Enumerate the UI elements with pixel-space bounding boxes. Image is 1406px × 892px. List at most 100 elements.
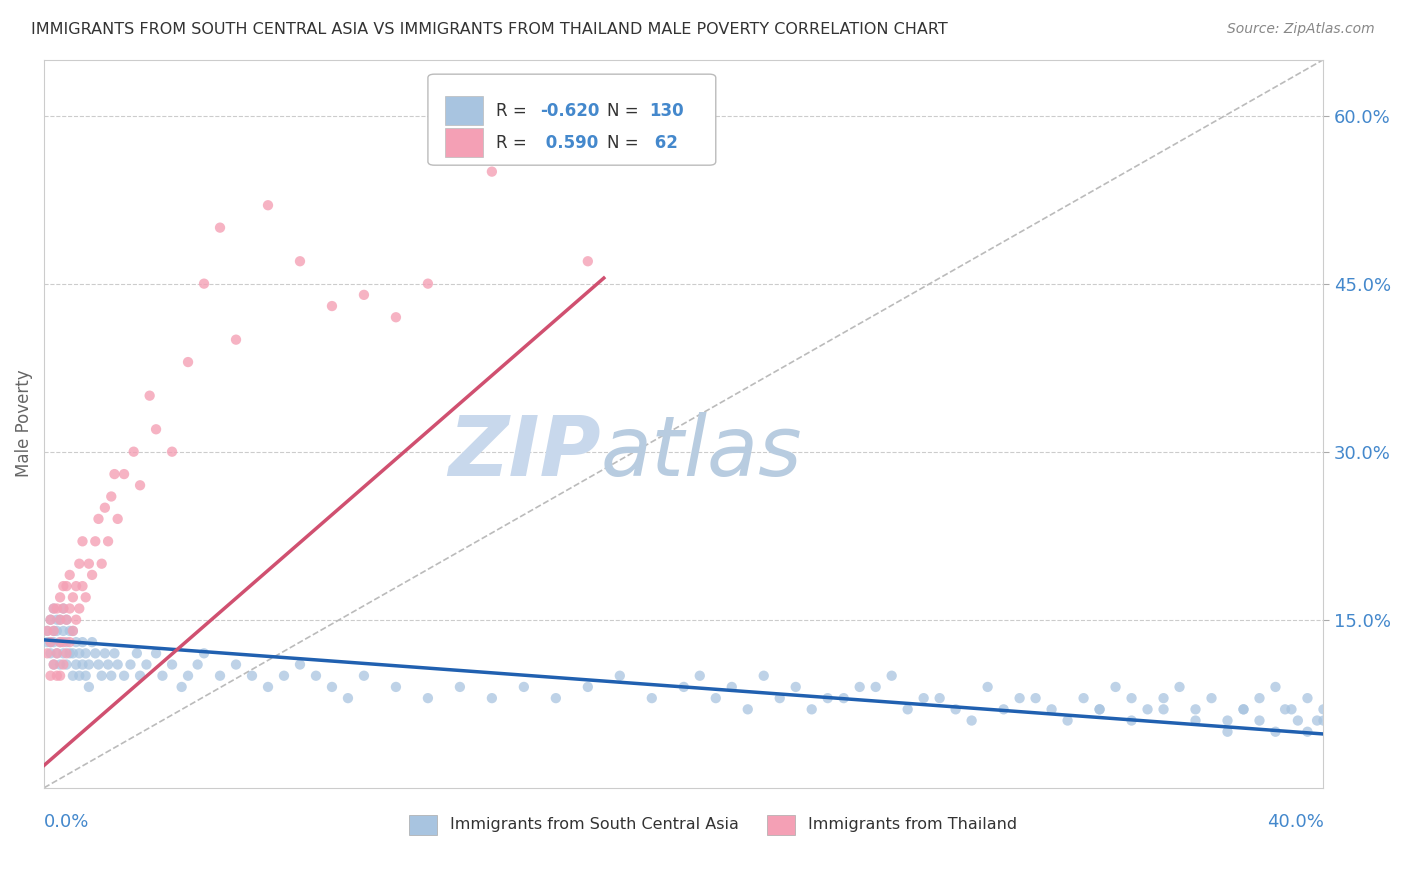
Point [49,657,72,672]
Point [353,669,375,683]
Point [1286,714,1309,728]
Point [103,646,125,660]
Point [928,691,950,706]
Point [37,624,59,638]
Point [67,669,90,683]
Point [1153,691,1175,706]
Text: -0.620: -0.620 [540,102,600,120]
Point [97,657,120,672]
Point [52,657,75,672]
Point [208,220,231,235]
Point [897,702,920,716]
Point [416,277,439,291]
Point [49,635,72,649]
FancyBboxPatch shape [766,814,794,835]
Point [39,635,62,649]
Point [42,624,65,638]
Point [1121,714,1143,728]
Point [1088,702,1111,716]
Point [39,669,62,683]
Point [1296,724,1319,739]
Point [177,355,200,369]
Point [672,680,695,694]
Point [832,691,855,706]
Point [1216,714,1239,728]
Point [800,702,823,716]
Text: R =: R = [496,134,531,152]
Point [112,669,135,683]
Point [100,669,122,683]
Point [39,635,62,649]
Point [52,601,75,615]
Point [177,669,200,683]
Text: 62: 62 [650,134,678,152]
Point [75,646,97,660]
Point [37,646,59,660]
Point [1232,702,1254,716]
Point [385,680,408,694]
Point [125,646,148,660]
Point [641,691,664,706]
FancyBboxPatch shape [409,814,437,835]
Point [90,557,112,571]
Point [52,579,75,593]
Point [1184,702,1206,716]
Point [39,613,62,627]
Point [87,657,110,672]
Point [1249,691,1271,706]
Point [129,478,152,492]
Point [59,568,82,582]
Point [72,657,94,672]
Text: N =: N = [607,134,644,152]
Point [817,691,839,706]
Point [976,680,998,694]
Point [87,512,110,526]
Point [59,646,82,660]
Point [55,646,77,660]
Point [138,389,160,403]
Point [1312,702,1334,716]
Point [52,635,75,649]
Point [321,299,343,313]
Point [65,579,87,593]
Point [45,613,67,627]
Point [1025,691,1047,706]
Point [49,591,72,605]
Point [84,646,107,660]
Text: IMMIGRANTS FROM SOUTH CENTRAL ASIA VS IMMIGRANTS FROM THAILAND MALE POVERTY CORR: IMMIGRANTS FROM SOUTH CENTRAL ASIA VS IM… [31,22,948,37]
Point [52,646,75,660]
Point [72,534,94,549]
Text: atlas: atlas [600,412,803,493]
Point [62,624,84,638]
Point [288,657,311,672]
Point [257,198,280,212]
Point [225,333,247,347]
Point [225,657,247,672]
Point [1184,714,1206,728]
Point [257,680,280,694]
Point [55,657,77,672]
Point [449,680,471,694]
Point [305,669,328,683]
Point [67,601,90,615]
FancyBboxPatch shape [444,128,482,157]
Point [42,635,65,649]
Point [193,277,215,291]
Point [1312,714,1334,728]
Point [193,646,215,660]
Point [90,669,112,683]
Point [1153,702,1175,716]
Point [1040,702,1063,716]
Text: 0.0%: 0.0% [44,814,90,831]
Point [107,512,129,526]
Point [1274,702,1296,716]
Point [62,591,84,605]
Text: Immigrants from Thailand: Immigrants from Thailand [808,817,1017,832]
Point [77,680,100,694]
Point [481,164,503,178]
Point [77,657,100,672]
Text: Source: ZipAtlas.com: Source: ZipAtlas.com [1227,22,1375,37]
Point [1232,702,1254,716]
Point [112,467,135,481]
Point [208,669,231,683]
